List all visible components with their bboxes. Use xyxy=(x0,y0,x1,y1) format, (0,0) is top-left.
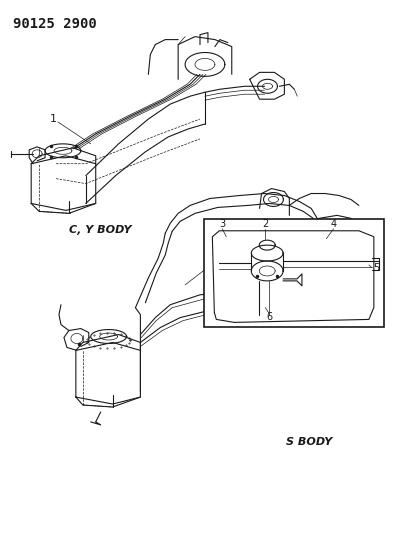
Text: 2: 2 xyxy=(262,219,268,229)
Text: 90125 2900: 90125 2900 xyxy=(13,17,97,31)
Text: 5: 5 xyxy=(373,263,379,273)
Text: 6: 6 xyxy=(266,312,272,322)
Bar xyxy=(204,219,384,327)
Text: 4: 4 xyxy=(330,219,337,229)
Text: S BODY: S BODY xyxy=(286,437,332,447)
Text: 3: 3 xyxy=(219,219,225,229)
Text: 1: 1 xyxy=(211,258,218,268)
Text: C, Y BODY: C, Y BODY xyxy=(69,225,132,235)
Text: 1: 1 xyxy=(50,114,56,124)
